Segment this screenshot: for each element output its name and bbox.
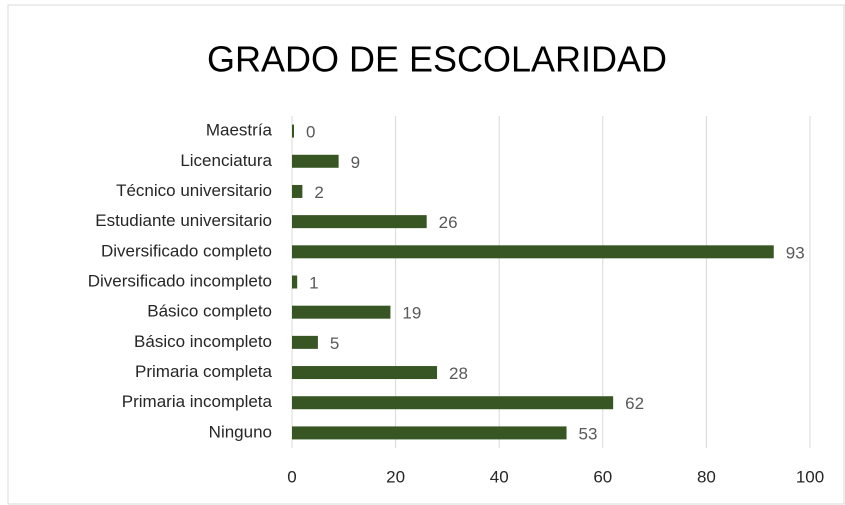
bar: [292, 305, 391, 319]
bar: [292, 335, 318, 349]
value-label: 53: [579, 424, 598, 443]
bar: [292, 275, 298, 289]
value-label: 9: [351, 153, 360, 172]
y-tick-label: Ninguno: [209, 422, 272, 441]
x-tick-label: 0: [287, 467, 296, 486]
value-label: 1: [309, 273, 318, 292]
bar: [292, 426, 567, 440]
y-tick-label: Diversificado incompleto: [88, 271, 272, 290]
value-label: 19: [402, 304, 421, 323]
value-label: 5: [330, 334, 339, 353]
y-tick-label: Licenciatura: [180, 151, 272, 170]
x-tick-label: 60: [593, 467, 612, 486]
x-tick-label: 40: [490, 467, 509, 486]
bar: [292, 124, 294, 138]
bar: [292, 396, 614, 410]
value-label: 93: [786, 243, 805, 262]
x-tick-label: 100: [796, 467, 824, 486]
value-label: 0: [306, 123, 315, 142]
y-tick-label: Estudiante universitario: [95, 211, 272, 230]
y-tick-label: Básico completo: [147, 302, 272, 321]
y-tick-label: Básico incompleto: [134, 332, 272, 351]
bar: [292, 154, 339, 168]
value-label: 28: [449, 364, 468, 383]
bar: [292, 215, 427, 229]
y-tick-label: Primaria completa: [135, 362, 273, 381]
value-label: 26: [439, 213, 458, 232]
y-tick-label: Primaria incompleta: [122, 392, 273, 411]
bar: [292, 366, 438, 380]
bar: [292, 245, 774, 259]
y-tick-label: Diversificado completo: [101, 241, 272, 260]
value-label: 2: [314, 183, 323, 202]
y-tick-label: Técnico universitario: [116, 181, 272, 200]
bar: [292, 184, 303, 198]
x-tick-label: 80: [697, 467, 716, 486]
value-label: 62: [625, 394, 644, 413]
chart-title: GRADO DE ESCOLARIDAD: [207, 39, 667, 80]
x-tick-label: 20: [386, 467, 405, 486]
y-tick-label: Maestría: [206, 121, 273, 140]
